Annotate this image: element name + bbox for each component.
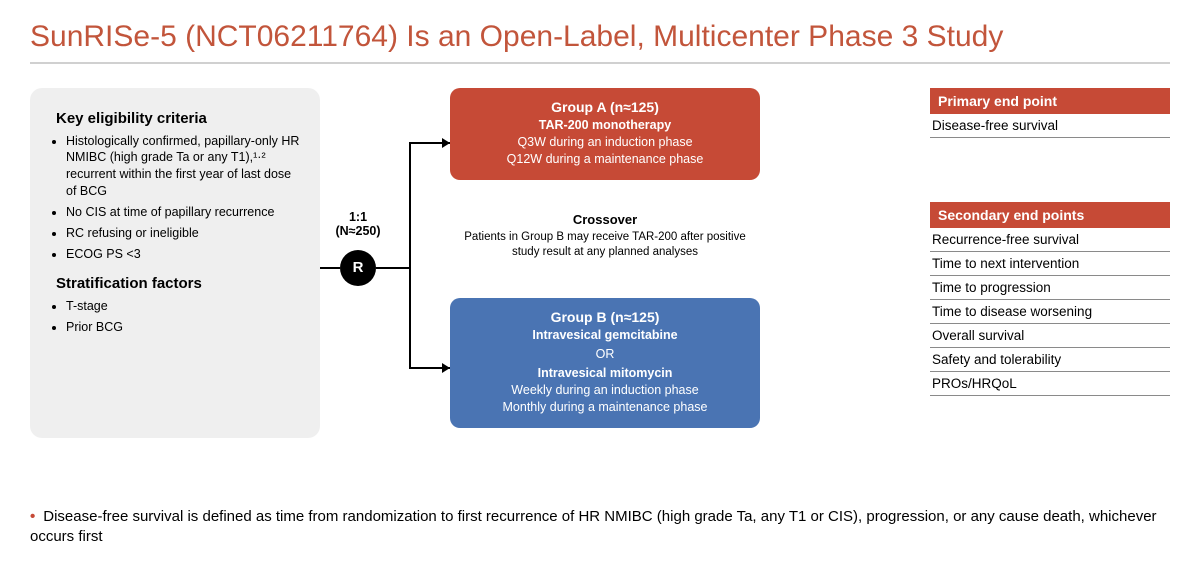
secondary-endpoint-row: PROs/HRQoL <box>930 372 1170 396</box>
primary-endpoint-header: Primary end point <box>930 88 1170 114</box>
page-title: SunRISe-5 (NCT06211764) Is an Open-Label… <box>30 18 1170 56</box>
eligibility-item: ECOG PS <3 <box>66 246 304 263</box>
footnote: •Disease-free survival is defined as tim… <box>30 507 1170 548</box>
arm-b-box: Group B (n≈125) Intravesical gemcitabine… <box>450 298 760 428</box>
randomization-node: R <box>340 250 376 286</box>
arm-b-title: Group B (n≈125) <box>460 308 750 327</box>
arm-b-or: OR <box>460 346 750 363</box>
eligibility-item: RC refusing or ineligible <box>66 225 304 242</box>
stratification-item: T-stage <box>66 298 304 315</box>
randomization-ratio: 1:1 <box>349 210 367 224</box>
secondary-endpoint-row: Safety and tolerability <box>930 348 1170 372</box>
secondary-endpoint-row: Time to next intervention <box>930 252 1170 276</box>
crossover-note: Crossover Patients in Group B may receiv… <box>450 212 760 261</box>
eligibility-item: Histologically confirmed, papillary-only… <box>66 133 304 201</box>
arm-a-box: Group A (n≈125) TAR-200 monotherapy Q3W … <box>450 88 760 181</box>
crossover-text: Patients in Group B may receive TAR-200 … <box>450 230 760 260</box>
arm-b-treatment-1: Intravesical gemcitabine <box>460 327 750 344</box>
footnote-text: Disease-free survival is defined as time… <box>30 508 1157 545</box>
arm-b-schedule-2: Monthly during a maintenance phase <box>460 399 750 416</box>
bullet-icon: • <box>30 508 35 525</box>
secondary-endpoint-row: Time to disease worsening <box>930 300 1170 324</box>
stratification-heading: Stratification factors <box>56 275 304 292</box>
secondary-endpoint-row: Time to progression <box>930 276 1170 300</box>
study-diagram: Key eligibility criteria Histologically … <box>30 88 1170 448</box>
divider <box>30 62 1170 64</box>
arm-a-schedule-2: Q12W during a maintenance phase <box>460 151 750 168</box>
stratification-list: T-stage Prior BCG <box>46 298 304 336</box>
arm-b-treatment-2: Intravesical mitomycin <box>460 365 750 382</box>
stratification-item: Prior BCG <box>66 319 304 336</box>
arm-a-treatment: TAR-200 monotherapy <box>460 117 750 134</box>
secondary-endpoint-row: Overall survival <box>930 324 1170 348</box>
arm-a-title: Group A (n≈125) <box>460 98 750 117</box>
secondary-endpoint-row: Recurrence-free survival <box>930 228 1170 252</box>
eligibility-list: Histologically confirmed, papillary-only… <box>46 133 304 263</box>
arm-b-schedule-1: Weekly during an induction phase <box>460 382 750 399</box>
secondary-endpoint-header: Secondary end points <box>930 202 1170 228</box>
randomization-n: (N≈250) <box>335 224 380 238</box>
eligibility-item: No CIS at time of papillary recurrence <box>66 204 304 221</box>
primary-endpoint-row: Disease-free survival <box>930 114 1170 138</box>
endpoints-panel: Primary end point Disease-free survival … <box>930 88 1170 396</box>
eligibility-heading: Key eligibility criteria <box>56 110 304 127</box>
randomization-label: 1:1 (N≈250) <box>322 210 394 238</box>
crossover-title: Crossover <box>450 212 760 229</box>
arm-a-schedule-1: Q3W during an induction phase <box>460 134 750 151</box>
eligibility-box: Key eligibility criteria Histologically … <box>30 88 320 438</box>
